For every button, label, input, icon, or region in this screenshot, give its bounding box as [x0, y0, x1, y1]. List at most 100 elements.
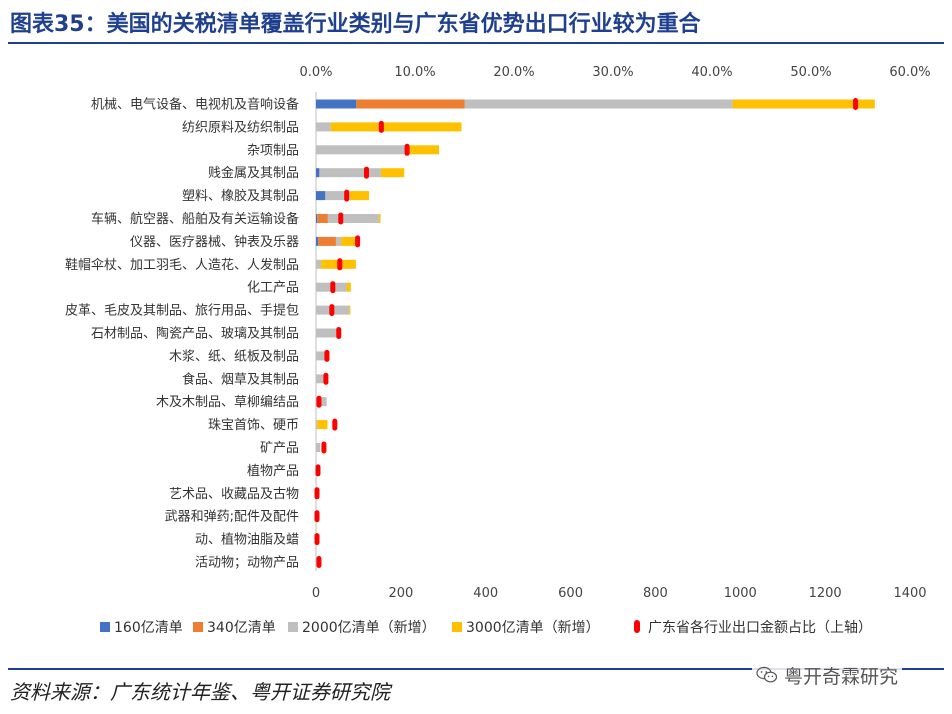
- bar-segment: [316, 557, 317, 567]
- bar-segment: [316, 236, 319, 246]
- bar-segment: [464, 99, 733, 109]
- share-marker: [338, 212, 344, 225]
- legend-label: 3000亿清单（新增）: [466, 620, 600, 636]
- share-marker: [378, 120, 384, 133]
- share-marker: [355, 235, 361, 248]
- category-label: 木浆、纸、纸板及制品: [169, 349, 299, 364]
- category-label: 珠宝首饰、硬币: [208, 418, 299, 433]
- bottom-axis-tick-label: 800: [643, 586, 668, 601]
- bottom-axis-tick-label: 600: [558, 586, 583, 601]
- category-label: 武器和弹药;配件及配件: [165, 510, 299, 525]
- share-marker: [314, 510, 320, 523]
- legend-label: 340亿清单: [207, 620, 276, 636]
- export-tariff-chart: 0.0% 10.0% 20.0% 30.0% 40.0% 50.0% 60.0% 0 200 40…: [65, 65, 931, 636]
- legend-swatch: [634, 620, 640, 633]
- category-label: 车辆、航空器、船舶及有关运输设备: [91, 211, 299, 227]
- category-label: 仪器、医疗器械、钟表及乐器: [130, 234, 299, 250]
- bar-segment: [407, 145, 440, 155]
- category-label: 动、植物油脂及蜡: [195, 533, 299, 548]
- bar-segment: [346, 282, 351, 292]
- share-marker: [329, 304, 335, 317]
- bar-segment: [356, 99, 465, 109]
- category-label: 皮革、毛皮及其制品、旅行用品、手提包: [65, 303, 299, 319]
- share-marker: [323, 372, 329, 385]
- category-label: 贱金属及其制品: [208, 165, 299, 181]
- bar-segment: [380, 168, 405, 178]
- share-marker: [324, 349, 330, 362]
- page-title: 图表35：美国的关税清单覆盖行业类别与广东省优势出口行业较为重合: [10, 12, 701, 37]
- bar-segment: [317, 214, 328, 223]
- bar-segment: [349, 305, 351, 315]
- bar-segment: [325, 191, 350, 201]
- bottom-axis-tick-label: 0: [312, 586, 320, 601]
- bottom-axis-tick-label: 200: [388, 586, 413, 601]
- category-label: 鞋帽伞杖、加工羽毛、人造花、人发制品: [65, 257, 299, 273]
- bar-segment: [335, 236, 342, 246]
- share-marker: [404, 143, 410, 156]
- bar-segment: [316, 122, 331, 132]
- legend-swatch: [100, 622, 110, 632]
- top-axis-tick-label: 50.0%: [790, 65, 831, 80]
- share-marker: [314, 533, 320, 546]
- top-axis-tick-label: 20.0%: [493, 65, 534, 80]
- footer-divider: [8, 668, 944, 670]
- top-axis-tick-label: 40.0%: [691, 65, 732, 80]
- category-label: 机械、电气设备、电视机及音响设备: [91, 97, 299, 113]
- legend-swatch: [452, 622, 462, 632]
- category-label: 食品、烟草及其制品: [182, 371, 299, 387]
- bar-segment: [316, 99, 357, 109]
- bar-segment: [316, 191, 326, 201]
- wechat-icon: [756, 666, 778, 683]
- legend-label: 160亿清单: [114, 620, 183, 636]
- bar-segment: [316, 168, 320, 178]
- bar-segment: [316, 351, 326, 361]
- share-marker: [316, 556, 322, 568]
- share-marker: [330, 281, 336, 294]
- share-marker: [344, 189, 350, 202]
- bottom-axis-tick-label: 1000: [724, 586, 757, 601]
- watermark: 粤开奇霖研究: [752, 660, 903, 690]
- bar-segment: [316, 328, 339, 338]
- legend-swatch: [288, 622, 298, 632]
- top-axis-tick-label: 30.0%: [592, 65, 633, 80]
- category-label: 纺织原料及纺织制品: [182, 120, 299, 135]
- source-note: 资料来源：广东统计年鉴、粤开证券研究院: [10, 680, 390, 704]
- bar-segment: [316, 214, 318, 223]
- share-marker: [314, 487, 320, 500]
- bar-segment: [316, 259, 322, 269]
- title-divider: [8, 42, 944, 44]
- category-label: 杂项制品: [247, 143, 299, 158]
- category-label: 塑料、橡胶及其制品: [182, 188, 299, 204]
- category-label: 活动物；动物产品: [195, 556, 299, 571]
- top-axis-tick-label: 60.0%: [889, 65, 930, 80]
- bar-segment: [732, 99, 875, 109]
- bar-segment: [318, 236, 336, 246]
- watermark-label: 粤开奇霖研究: [784, 665, 899, 688]
- share-marker: [363, 166, 369, 179]
- bar-segment: [327, 214, 379, 223]
- top-axis-tick-label: 0.0%: [299, 65, 332, 80]
- category-label: 化工产品: [247, 281, 299, 296]
- share-marker: [332, 418, 338, 431]
- legend-label: 广东省各行业出口金额占比（上轴）: [648, 620, 872, 636]
- share-marker: [316, 395, 322, 408]
- share-marker: [315, 464, 321, 477]
- category-label: 石材制品、陶瓷产品、玻璃及其制品: [91, 326, 299, 342]
- bottom-axis-tick-label: 1400: [893, 586, 926, 601]
- bar-segment: [316, 443, 321, 452]
- bar-segment: [349, 191, 370, 201]
- legend-label: 2000亿清单（新增）: [302, 620, 436, 636]
- category-label: 矿产品: [260, 441, 299, 456]
- top-axis-tick-label: 10.0%: [394, 65, 435, 80]
- bar-segment: [317, 420, 328, 430]
- category-label: 艺术品、收藏品及古物: [169, 487, 299, 502]
- share-marker: [336, 327, 342, 339]
- category-label: 植物产品: [247, 464, 299, 479]
- bottom-axis-tick-label: 400: [473, 586, 498, 601]
- legend-swatch: [193, 622, 203, 632]
- bar-segment: [341, 236, 357, 246]
- share-marker: [321, 441, 327, 454]
- bar-segment: [316, 420, 318, 430]
- bottom-axis-tick-label: 1200: [809, 586, 842, 601]
- share-marker: [853, 98, 859, 110]
